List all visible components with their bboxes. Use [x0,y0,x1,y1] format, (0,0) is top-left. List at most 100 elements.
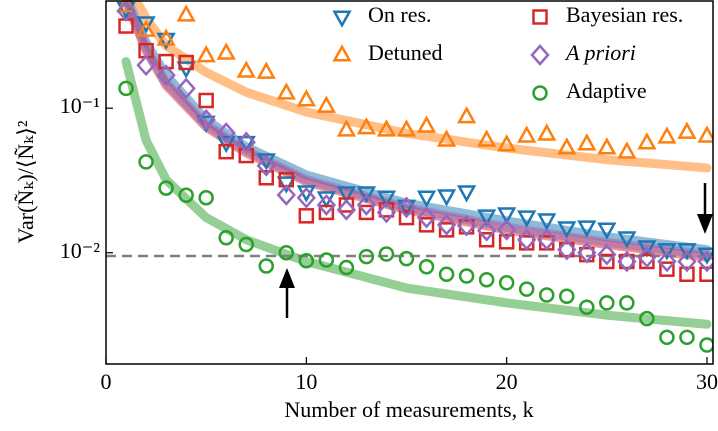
marker [416,115,437,133]
marker [677,243,697,261]
marker [256,154,276,177]
marker [617,231,637,249]
marker [332,10,352,28]
legend-entry: Adaptive [532,78,647,103]
marker [338,259,355,276]
y-tick-label: 10⁻² [60,238,101,263]
marker [176,4,196,22]
marker [438,266,455,282]
x-tick-label: 20 [496,369,518,394]
marker [659,329,675,346]
marker [537,123,557,141]
marker [498,275,515,291]
marker [356,194,377,216]
marker [476,219,497,242]
marker [557,238,577,261]
marker [116,0,136,22]
x-tick-label: 10 [295,369,317,394]
fit-curve [121,0,712,260]
arrow [697,183,713,234]
marker [336,119,357,137]
legend-label: Bayesian res. [566,2,683,27]
marker [258,258,275,274]
marker [617,141,637,159]
marker [378,246,395,262]
x-tick-label: 30 [696,369,718,394]
marker [637,132,657,150]
marker [398,250,415,267]
marker [318,204,335,221]
marker [538,287,555,303]
marker [597,243,617,266]
marker [677,250,697,273]
marker [236,131,256,154]
marker [537,213,557,231]
marker [637,240,657,258]
y-tick-label: 10⁻¹ [60,93,100,118]
marker [118,80,134,97]
marker [276,176,296,194]
marker [256,61,276,79]
marker [376,190,397,208]
marker [218,229,234,246]
marker [356,117,377,135]
marker [497,134,517,152]
marker [278,244,295,261]
marker [358,248,375,265]
legend-entry: Bayesian res. [532,2,683,27]
marker [436,213,457,236]
marker [196,108,216,131]
marker [679,329,695,346]
marker [196,45,216,63]
marker [496,218,517,241]
legend-entry: A priori [530,40,636,66]
marker [478,231,495,248]
axes-frame [105,0,714,365]
marker [158,180,174,196]
marker [456,185,477,203]
marker [456,214,477,237]
legend-label: Detuned [368,40,443,65]
marker [577,220,597,238]
marker [659,261,675,277]
marker [438,222,455,238]
marker [530,44,550,66]
marker [156,32,176,51]
x-tick-label: 0 [101,369,112,394]
marker [376,119,397,137]
marker [679,266,695,282]
marker [276,184,296,206]
marker [557,137,577,155]
marker [418,259,435,275]
marker [677,121,697,139]
marker [136,54,156,77]
marker [637,246,657,269]
marker [537,228,557,251]
marker [198,190,214,206]
marker [198,92,214,109]
marker [358,204,375,221]
marker [478,272,495,288]
marker [517,210,537,228]
marker [518,281,535,297]
marker [216,42,236,60]
marker [597,222,617,240]
marker [697,125,713,143]
marker [577,241,597,264]
marker [298,253,315,269]
marker [178,54,194,71]
marker [557,221,577,239]
marker [396,119,417,137]
marker [298,208,315,224]
marker [316,194,337,216]
legend-entry: On res. [332,2,432,28]
y-axis-label: Var(Ñₖ)/⟨Ñₖ⟩² [13,120,38,243]
marker [619,295,635,311]
marker [416,206,437,229]
marker [599,295,615,311]
marker [657,126,677,144]
marker [699,266,713,282]
arrow [279,268,295,318]
marker [418,217,435,233]
